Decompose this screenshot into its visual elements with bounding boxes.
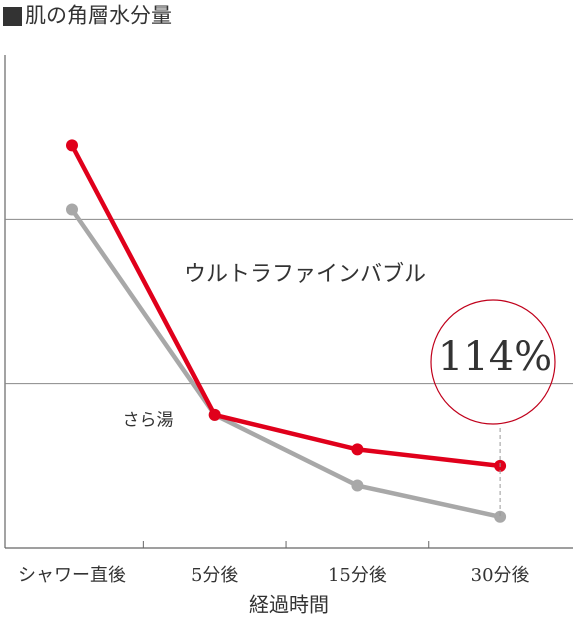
data-point [351,479,364,492]
annotation-circle [430,299,556,425]
x-tick-label: 5分後 [191,565,238,586]
x-tick-label: 15分後 [328,565,387,586]
series-line [70,208,501,519]
x-tick-label: シャワー直後 [18,565,126,586]
chart-title: 肌の角層水分量 [25,4,172,28]
x-axis-label: 経過時間 [249,593,329,617]
series-label: さら湯 [123,411,174,431]
annotation: 114% [438,334,552,380]
data-point [351,443,364,456]
data-point [494,510,507,523]
series-label: ウルトラファインバブル [184,262,426,287]
series-line [70,144,501,469]
data-point [66,203,78,216]
title-marker [3,7,22,26]
data-point [66,139,78,152]
x-tick-label: 30分後 [471,565,530,586]
data-point [208,408,221,421]
